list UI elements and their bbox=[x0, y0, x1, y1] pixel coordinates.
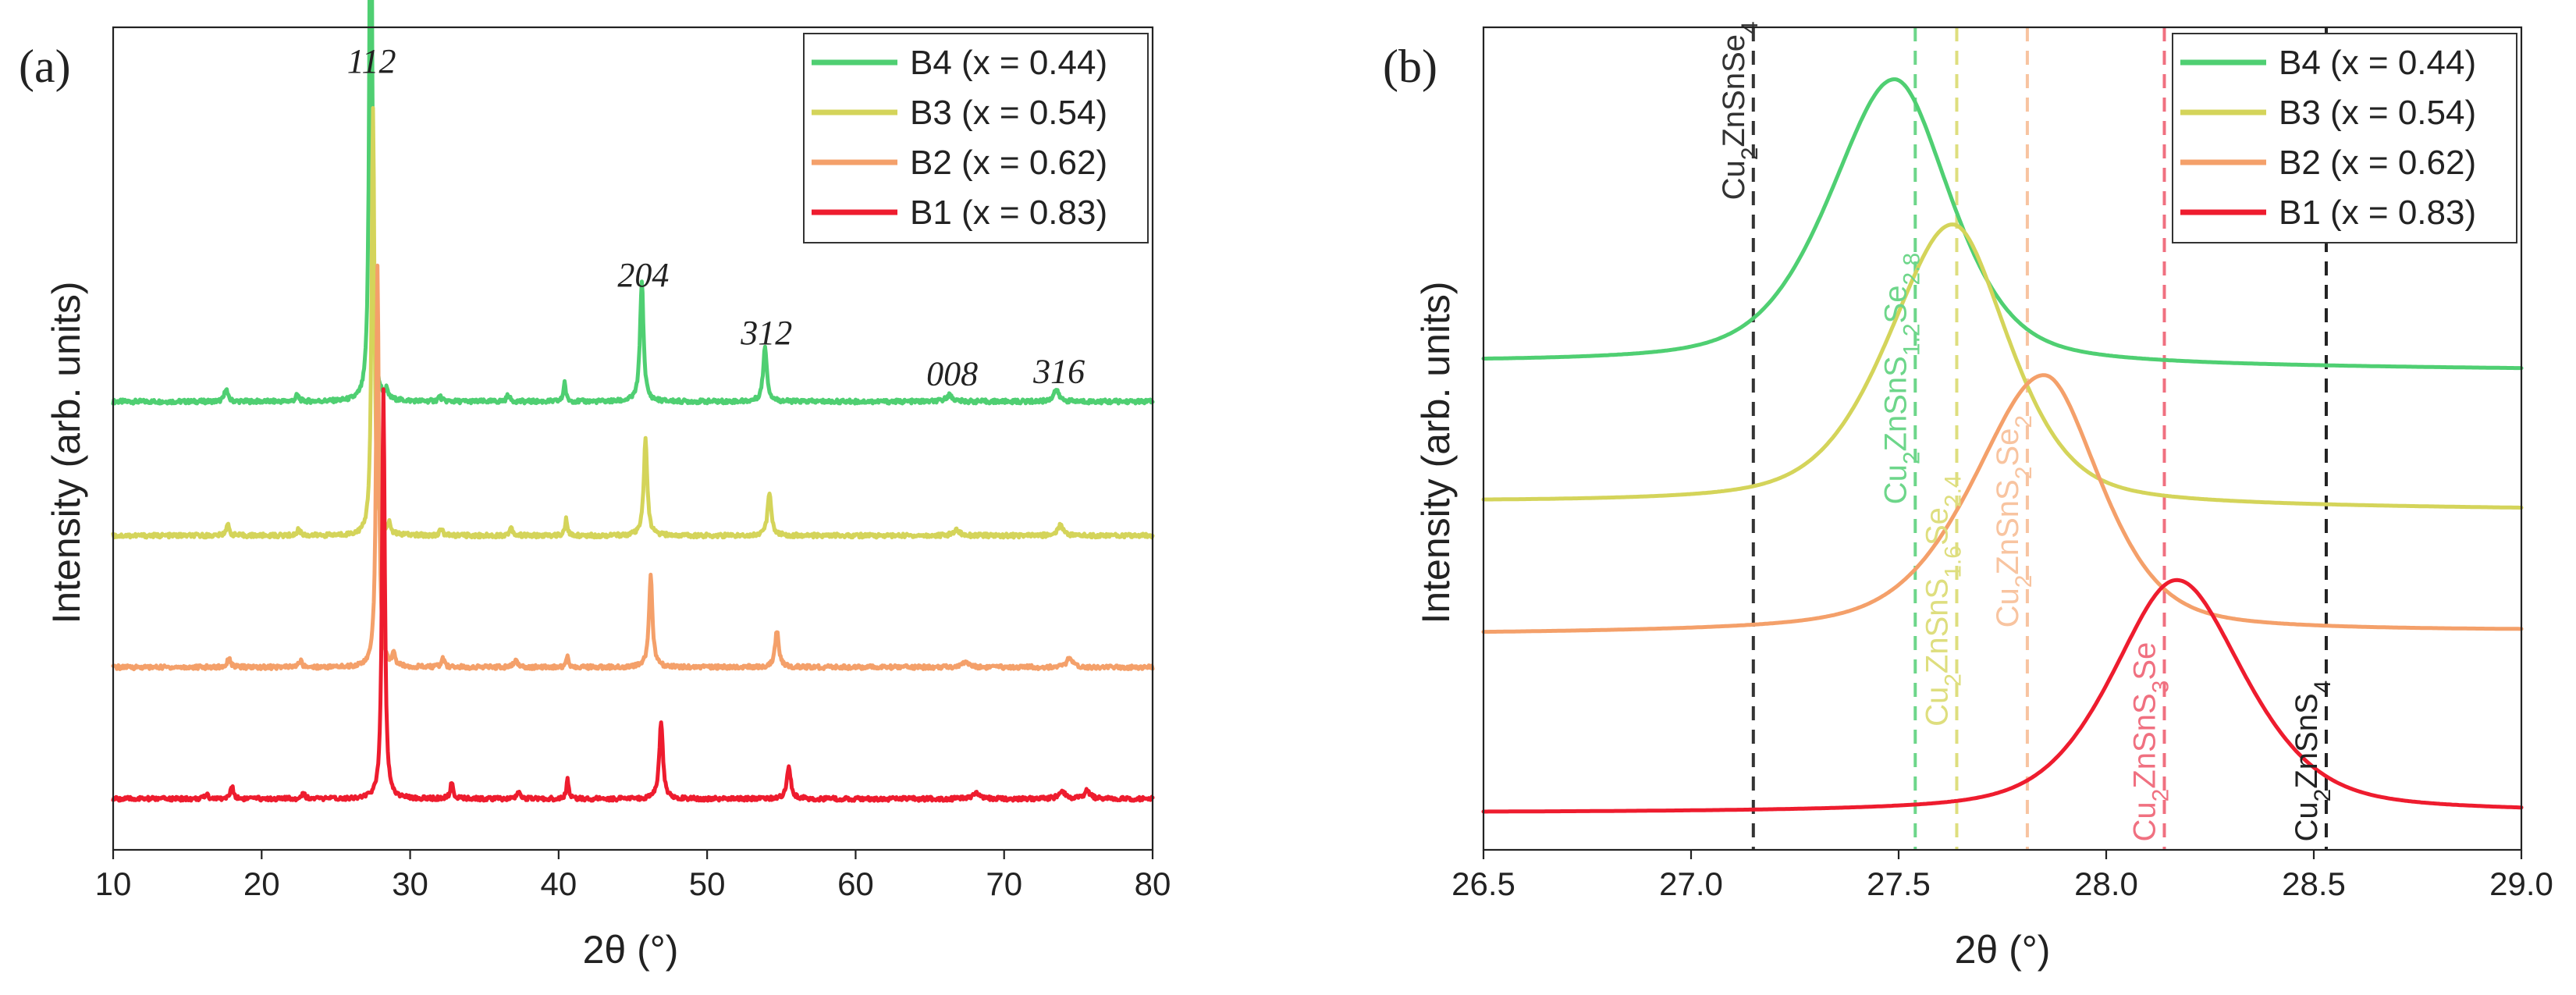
panel-a-x-ticks: 10 20 30 40 50 60 70 80 bbox=[95, 850, 1171, 902]
panel-b-legend: B4 (x = 0.44) B3 (x = 0.54) B2 (x = 0.62) B… bbox=[2172, 33, 2517, 243]
peak-label-316: 316 bbox=[1032, 352, 1085, 390]
x-tick-label-30: 30 bbox=[392, 865, 428, 902]
legend-label-b4-x-0-44: B4 (x = 0.44) bbox=[2279, 44, 2476, 82]
panel-b-label: (b) bbox=[1383, 41, 1437, 92]
series-line-b3-x-0-54 bbox=[1481, 222, 2524, 510]
legend-label-b3-x-0-54: B3 (x = 0.54) bbox=[2279, 94, 2476, 132]
series-line-b3-x-0-54 bbox=[111, 105, 1155, 540]
legend-box bbox=[2172, 33, 2517, 243]
legend-label-b3-x-0-54: B3 (x = 0.54) bbox=[910, 94, 1107, 132]
x-tick-label-50: 50 bbox=[689, 865, 726, 902]
x-tick-label-20: 20 bbox=[243, 865, 280, 902]
legend-label-b1-x-0-83: B1 (x = 0.83) bbox=[2279, 194, 2476, 232]
panel-a-annotations: 112 204 312 008 316 bbox=[347, 42, 1085, 393]
ref-label-cu2znsns3se: Cu2ZnSnS3Se bbox=[2127, 642, 2173, 842]
panel-a-label: (a) bbox=[19, 41, 71, 92]
peak-label-008: 008 bbox=[926, 354, 978, 393]
panel-a-frame bbox=[112, 26, 1154, 851]
ref-label-cu2znsns1-6se2-4: Cu2ZnSnS1.6Se2.4 bbox=[1920, 474, 1966, 727]
series-line-b1-x-0-83 bbox=[111, 387, 1155, 803]
x-tick-label-27-5: 27.5 bbox=[1867, 865, 1931, 902]
panel-b-xlabel: 2θ (°) bbox=[1955, 928, 2051, 972]
legend-label-b4-x-0-44: B4 (x = 0.44) bbox=[910, 44, 1107, 82]
ref-label-cu2znsns2se2: Cu2ZnSnS2Se2 bbox=[1991, 415, 2037, 627]
x-tick-label-80: 80 bbox=[1135, 865, 1171, 902]
legend-label-b2-x-0-62: B2 (x = 0.62) bbox=[2279, 144, 2476, 182]
series-line-b1-x-0-83 bbox=[1481, 577, 2524, 814]
x-tick-label-27-0: 27.0 bbox=[1659, 865, 1723, 902]
panel-a-legend: B4 (x = 0.44) B3 (x = 0.54) B2 (x = 0.62) B… bbox=[803, 33, 1149, 243]
ref-label-cu2znsns4: Cu2ZnSnS4 bbox=[2290, 681, 2336, 842]
x-tick-label-60: 60 bbox=[837, 865, 874, 902]
x-tick-label-10: 10 bbox=[95, 865, 132, 902]
panel-a: (a) Intensity (arb. units) 2θ (°) 112204… bbox=[19, 0, 1171, 972]
panel-b: (b) Intensity (arb. units) 2θ (°) Cu2ZnS… bbox=[1383, 21, 2553, 972]
panel-b-ylabel: Intensity (arb. units) bbox=[1414, 281, 1458, 624]
ref-label-cu2znsns1-2se2-8: Cu2ZnSnS1.2Se2.8 bbox=[1878, 253, 1924, 505]
panel-b-series-group bbox=[1481, 77, 2524, 814]
panel-a-xlabel: 2θ (°) bbox=[583, 928, 679, 972]
x-tick-label-29-0: 29.0 bbox=[2489, 865, 2553, 902]
x-tick-label-28-0: 28.0 bbox=[2074, 865, 2138, 902]
series-line-b2-x-0-62 bbox=[1481, 373, 2524, 634]
series-line-b4-x-0-44 bbox=[1481, 77, 2524, 371]
legend-box bbox=[803, 33, 1149, 243]
peak-label-312: 312 bbox=[740, 314, 792, 352]
series-line-b2-x-0-62 bbox=[111, 263, 1155, 672]
x-tick-label-28-5: 28.5 bbox=[2282, 865, 2346, 902]
panel-b-frame bbox=[1482, 26, 2523, 851]
peak-label-112: 112 bbox=[347, 42, 396, 80]
ref-label-cu2znsnse4: Cu2ZnSnSe4 bbox=[1717, 21, 1763, 200]
x-tick-label-70: 70 bbox=[986, 865, 1022, 902]
panel-b-reference-lines bbox=[1751, 27, 2328, 850]
panel-a-series-group bbox=[111, 0, 1155, 803]
legend-label-b2-x-0-62: B2 (x = 0.62) bbox=[910, 144, 1107, 182]
x-tick-label-26-5: 26.5 bbox=[1451, 865, 1515, 902]
panel-b-reference-labels: Cu2ZnSnSe4 Cu2ZnSnS1.2Se2.8Cu2ZnSnS1.6Se2… bbox=[1717, 21, 2336, 841]
panel-a-ylabel: Intensity (arb. units) bbox=[44, 281, 88, 624]
x-tick-label-40: 40 bbox=[540, 865, 577, 902]
series-line-b4-x-0-44 bbox=[111, 0, 1155, 406]
peak-label-204: 204 bbox=[617, 256, 669, 294]
panel-b-x-ticks: 26.5 27.0 27.5 28.0 28.5 29.0 bbox=[1451, 850, 2553, 902]
legend-label-b1-x-0-83: B1 (x = 0.83) bbox=[910, 194, 1107, 232]
